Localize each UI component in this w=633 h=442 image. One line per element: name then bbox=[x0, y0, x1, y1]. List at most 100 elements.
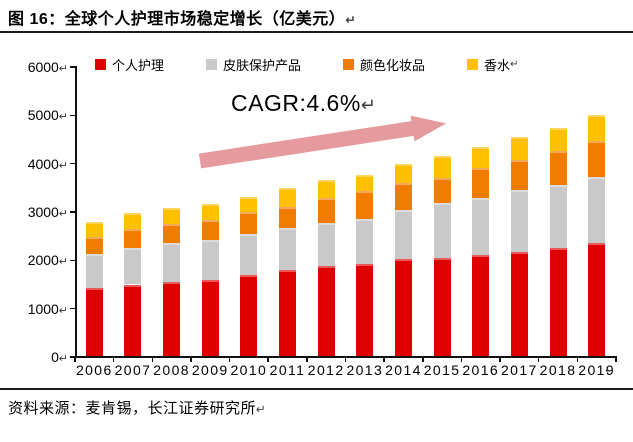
x-axis-tick bbox=[190, 357, 192, 362]
y-axis-label: 2000↵ bbox=[27, 252, 68, 269]
bar-2009-segment bbox=[201, 240, 219, 281]
source-divider bbox=[0, 388, 633, 390]
return-mark-icon: ↵ bbox=[345, 12, 357, 27]
x-axis-line bbox=[71, 356, 617, 358]
x-axis-tick bbox=[228, 357, 231, 362]
x-axis-label: 2018 bbox=[539, 362, 577, 378]
legend-swatch-color-cosmetics-icon bbox=[343, 59, 355, 70]
figure-title-text: 图 16：全球个人护理市场稳定增长（亿美元） bbox=[8, 11, 346, 28]
x-axis-label: 2012 bbox=[307, 362, 345, 378]
bar-2006-segment bbox=[85, 287, 103, 357]
bar-2012-segment bbox=[317, 197, 335, 223]
bar-2011-segment bbox=[279, 228, 297, 271]
x-axis-label: 2019 bbox=[578, 362, 616, 378]
y-axis-label: 5000↵ bbox=[27, 107, 68, 124]
bar-2010-segment bbox=[240, 212, 258, 234]
bar-2007-segment bbox=[124, 247, 142, 285]
bar-2013-segment bbox=[356, 218, 374, 264]
bar-2009-segment bbox=[201, 280, 219, 357]
bar-2019-segment bbox=[588, 140, 606, 177]
cagr-text: CAGR:4.6% bbox=[231, 90, 361, 116]
bar-2013-segment bbox=[356, 263, 374, 357]
x-axis-label: 2014 bbox=[385, 362, 422, 378]
chart-legend: 个人护理 皮肤保护产品 颜色化妆品 香水 ↵ bbox=[95, 55, 519, 74]
x-axis-label: 2016 bbox=[462, 362, 500, 378]
bar-2010-segment bbox=[240, 233, 258, 276]
bar-2014-segment bbox=[394, 259, 412, 357]
x-axis-label: 2006 bbox=[75, 362, 113, 378]
cagr-annotation: CAGR:4.6%↵ bbox=[231, 90, 376, 117]
x-axis-tick bbox=[460, 357, 463, 362]
x-axis-tick bbox=[383, 357, 385, 362]
legend-item-color-cosmetics: 颜色化妆品 bbox=[343, 55, 425, 74]
bar-2008-segment bbox=[163, 207, 181, 224]
bar-2019-segment bbox=[588, 115, 606, 141]
return-mark-icon: ↵ bbox=[360, 95, 377, 116]
bar-2014-segment bbox=[394, 210, 412, 260]
legend-label: 颜色化妆品 bbox=[360, 58, 426, 73]
y-axis-tick bbox=[70, 259, 75, 262]
bar-2008-segment bbox=[163, 242, 181, 283]
x-axis-tick bbox=[267, 357, 269, 362]
x-axis-label: 2010 bbox=[230, 362, 268, 378]
x-axis-label: 2015 bbox=[423, 362, 461, 378]
x-axis-tick bbox=[537, 357, 540, 362]
return-mark-icon: ↵ bbox=[58, 352, 68, 365]
y-axis-label: 1000↵ bbox=[27, 300, 68, 317]
growth-arrow-shape bbox=[198, 115, 447, 169]
y-axis-tick bbox=[70, 307, 75, 310]
legend-item-skin-care: 皮肤保护产品 bbox=[206, 55, 301, 74]
bar-2015-segment bbox=[433, 177, 451, 203]
bar-2016-segment bbox=[472, 255, 490, 357]
return-mark-icon: ↵ bbox=[58, 158, 68, 172]
bar-2016-segment bbox=[472, 146, 490, 169]
bar-2015-segment bbox=[433, 202, 451, 258]
y-axis-label: 3000↵ bbox=[27, 204, 68, 220]
x-axis-tick bbox=[306, 357, 308, 362]
bar-2018-segment bbox=[549, 247, 567, 357]
bar-2011-segment bbox=[279, 188, 297, 207]
bar-2019-segment bbox=[588, 176, 606, 243]
bar-2008-segment bbox=[163, 282, 181, 357]
x-axis-label: 2017 bbox=[501, 362, 538, 378]
x-axis-tick bbox=[344, 357, 347, 362]
bar-2009-segment bbox=[201, 220, 219, 241]
y-axis-tick bbox=[70, 211, 75, 213]
return-mark-icon: ↵ bbox=[605, 364, 615, 377]
bar-2018-segment bbox=[549, 184, 567, 248]
return-mark-icon: ↵ bbox=[510, 59, 519, 70]
y-axis-label: 4000↵ bbox=[27, 155, 68, 172]
bar-2010-segment bbox=[240, 197, 258, 212]
legend-item-personal-care: 个人护理 bbox=[95, 55, 164, 74]
x-axis-tick bbox=[151, 357, 154, 362]
x-axis-label: 2008 bbox=[153, 362, 190, 378]
return-mark-icon: ↵ bbox=[58, 62, 68, 75]
bar-2018-segment bbox=[549, 151, 567, 185]
x-axis-tick bbox=[576, 357, 579, 362]
x-axis-label: 2011 bbox=[269, 362, 306, 378]
bar-2017-segment bbox=[510, 136, 528, 160]
x-axis-tick bbox=[499, 357, 501, 362]
source-text: 资料来源：麦肯锡，长江证券研究所 bbox=[8, 400, 257, 417]
x-axis-tick bbox=[74, 357, 76, 362]
legend-swatch-fragrance-icon bbox=[467, 59, 479, 70]
bar-2011-segment bbox=[279, 270, 297, 357]
bar-2007-segment bbox=[124, 284, 142, 357]
bar-2012-segment bbox=[317, 222, 335, 267]
x-axis-label: 2013 bbox=[346, 362, 384, 378]
x-axis-tick bbox=[422, 357, 424, 362]
legend-label: 个人护理 bbox=[112, 58, 165, 73]
x-axis-tick bbox=[615, 357, 617, 362]
bar-2008-segment bbox=[163, 223, 181, 243]
bar-2012-segment bbox=[317, 180, 335, 198]
bar-2012-segment bbox=[317, 266, 335, 357]
return-mark-icon: ↵ bbox=[256, 402, 267, 416]
x-axis-label: 2009 bbox=[191, 362, 229, 378]
legend-label: 皮肤保护产品 bbox=[223, 58, 302, 73]
bar-2017-segment bbox=[510, 251, 528, 357]
return-mark-icon: ↵ bbox=[58, 255, 68, 269]
bar-2014-segment bbox=[394, 183, 412, 211]
bar-2006-segment bbox=[85, 237, 103, 254]
return-mark-icon: ↵ bbox=[58, 207, 68, 220]
